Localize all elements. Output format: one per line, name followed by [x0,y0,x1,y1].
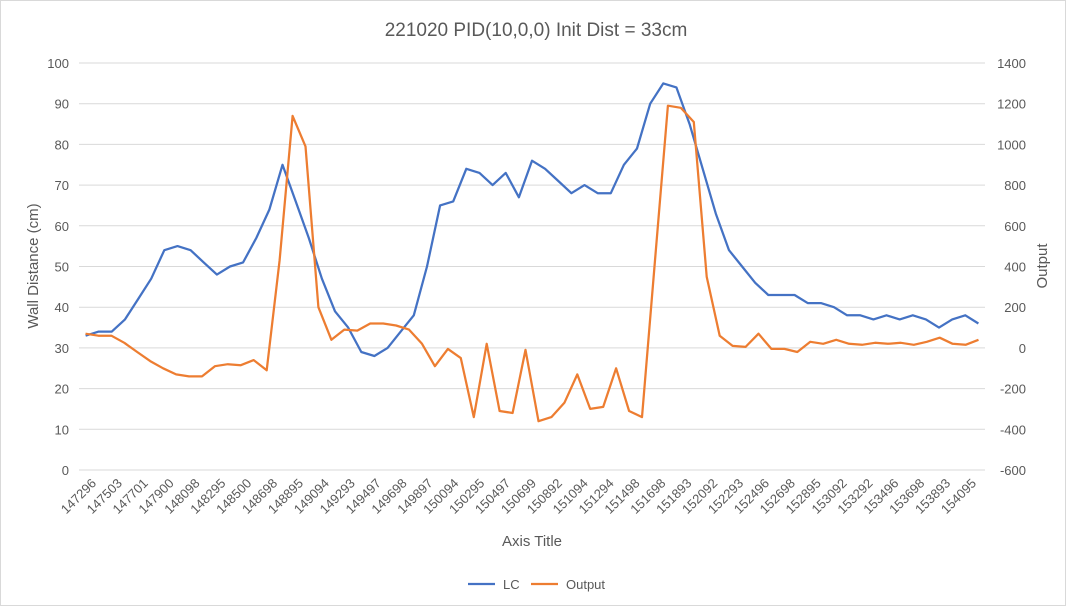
right-tick-label: 600 [1004,219,1026,234]
chart-title: 221020 PID(10,0,0) Init Dist = 33cm [385,20,688,41]
right-tick-label: -600 [1000,463,1026,478]
right-tick-label: -200 [1000,382,1026,397]
left-tick-label: 100 [47,56,69,71]
x-axis-ticks: 1472961475031477011479001480981482951485… [58,476,979,517]
series-line-output [85,104,979,423]
right-tick-label: 400 [1004,260,1026,275]
left-tick-label: 70 [55,178,69,193]
right-tick-label: 1000 [997,137,1026,152]
left-tick-label: 50 [55,260,69,275]
left-tick-label: 20 [55,382,69,397]
gridlines [79,62,985,471]
left-tick-label: 90 [55,97,69,112]
left-tick-label: 40 [55,300,69,315]
right-tick-label: 800 [1004,178,1026,193]
left-tick-label: 10 [55,422,69,437]
y2-axis-title: Output [1034,243,1051,289]
right-axis-ticks: -600 -400 -200 0 200 400 600 800 1000 1200 1400 [997,56,1026,478]
left-tick-label: 0 [62,463,69,478]
series-line-lc [85,82,979,358]
legend-label-output: Output [566,577,605,592]
right-tick-label: 200 [1004,300,1026,315]
left-tick-label: 60 [55,219,69,234]
right-tick-label: 1400 [997,56,1026,71]
left-axis-ticks: 0 10 20 30 40 50 60 70 80 90 100 [47,56,69,478]
right-tick-label: -400 [1000,422,1026,437]
left-tick-label: 30 [55,341,69,356]
left-tick-label: 80 [55,137,69,152]
series-lines [85,82,979,423]
right-tick-label: 0 [1019,341,1026,356]
legend: LC Output [468,577,605,592]
legend-label-lc: LC [503,577,520,592]
right-tick-label: 1200 [997,97,1026,112]
y-axis-title: Wall Distance (cm) [25,203,42,328]
x-axis-title: Axis Title [502,533,562,550]
